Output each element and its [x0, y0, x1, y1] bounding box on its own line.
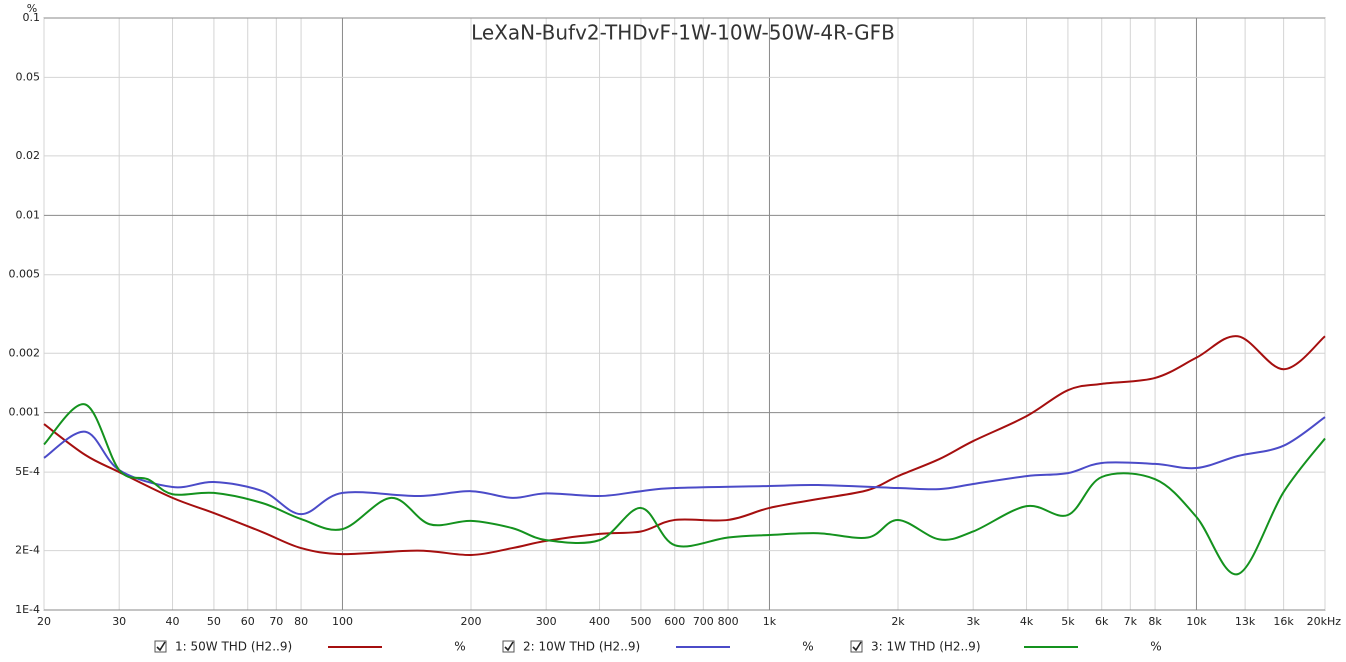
chart-title: LeXaN-Bufv2-THDvF-1W-10W-50W-4R-GFB [471, 21, 895, 45]
x-tick-label: 20kHz [1307, 615, 1342, 628]
legend-unit: % [1150, 640, 1161, 654]
x-tick-label: 10k [1186, 615, 1207, 628]
x-tick-label: 100 [332, 615, 353, 628]
y-tick-label: 0.05 [16, 70, 41, 83]
series-line [43, 416, 1326, 516]
lines [43, 335, 1326, 576]
y-tick-label: 0.001 [9, 406, 41, 419]
x-tick-label: 80 [294, 615, 308, 628]
x-tick-label: 7k [1124, 615, 1138, 628]
legend-label: 2: 10W THD (H2..9) [523, 640, 640, 654]
x-tick-label: 3k [967, 615, 981, 628]
x-tick-label: 4k [1020, 615, 1034, 628]
legend-checkmark [156, 641, 166, 652]
y-tick-label: 5E-4 [15, 465, 40, 478]
y-tick-label: 0.002 [9, 346, 41, 359]
y-tick-label: 0.005 [9, 268, 41, 281]
x-tick-label: 8k [1148, 615, 1162, 628]
plot-frame [43, 17, 1326, 611]
x-tick-label: 40 [166, 615, 180, 628]
x-tick-label: 70 [269, 615, 283, 628]
x-tick-label: 60 [241, 615, 255, 628]
legend-label: 1: 50W THD (H2..9) [175, 640, 292, 654]
y-tick-label: 2E-4 [15, 544, 40, 557]
y-tick-label: 0.1 [23, 11, 41, 24]
y-tick-label: 0.02 [16, 149, 41, 162]
x-tick-label: 6k [1095, 615, 1109, 628]
y-tick-label: 0.01 [16, 208, 41, 221]
legend-checkbox[interactable] [850, 640, 863, 653]
x-tick-label: 500 [630, 615, 651, 628]
series-line [43, 335, 1326, 556]
legend: 1: 50W THD (H2..9)% 2: 10W THD (H2..9)% 3:… [154, 640, 1162, 654]
legend-checkmark [852, 641, 862, 652]
legend-checkbox[interactable] [154, 640, 167, 653]
x-tick-label: 600 [664, 615, 685, 628]
x-tick-label: 50 [207, 615, 221, 628]
x-tick-label: 200 [461, 615, 482, 628]
x-tick-label: 5k [1061, 615, 1075, 628]
legend-unit: % [454, 640, 465, 654]
legend-checkbox[interactable] [502, 640, 515, 653]
series-line [43, 403, 1326, 576]
y-tick-label: 1E-4 [15, 603, 40, 616]
y-axis-label: % [27, 2, 37, 15]
x-tick-label: 30 [112, 615, 126, 628]
x-tick-label: 13k [1235, 615, 1256, 628]
legend-label: 3: 1W THD (H2..9) [871, 640, 981, 654]
x-tick-label: 1k [763, 615, 777, 628]
x-tick-label: 300 [536, 615, 557, 628]
grid [43, 17, 1326, 611]
x-tick-label: 16k [1273, 615, 1294, 628]
x-tick-label: 400 [589, 615, 610, 628]
legend-checkmark [504, 641, 514, 652]
x-tick-label: 2k [891, 615, 905, 628]
x-tick-label: 800 [718, 615, 739, 628]
legend-unit: % [802, 640, 813, 654]
x-tick-label: 700 [693, 615, 714, 628]
x-tick-label: 20 [37, 615, 51, 628]
